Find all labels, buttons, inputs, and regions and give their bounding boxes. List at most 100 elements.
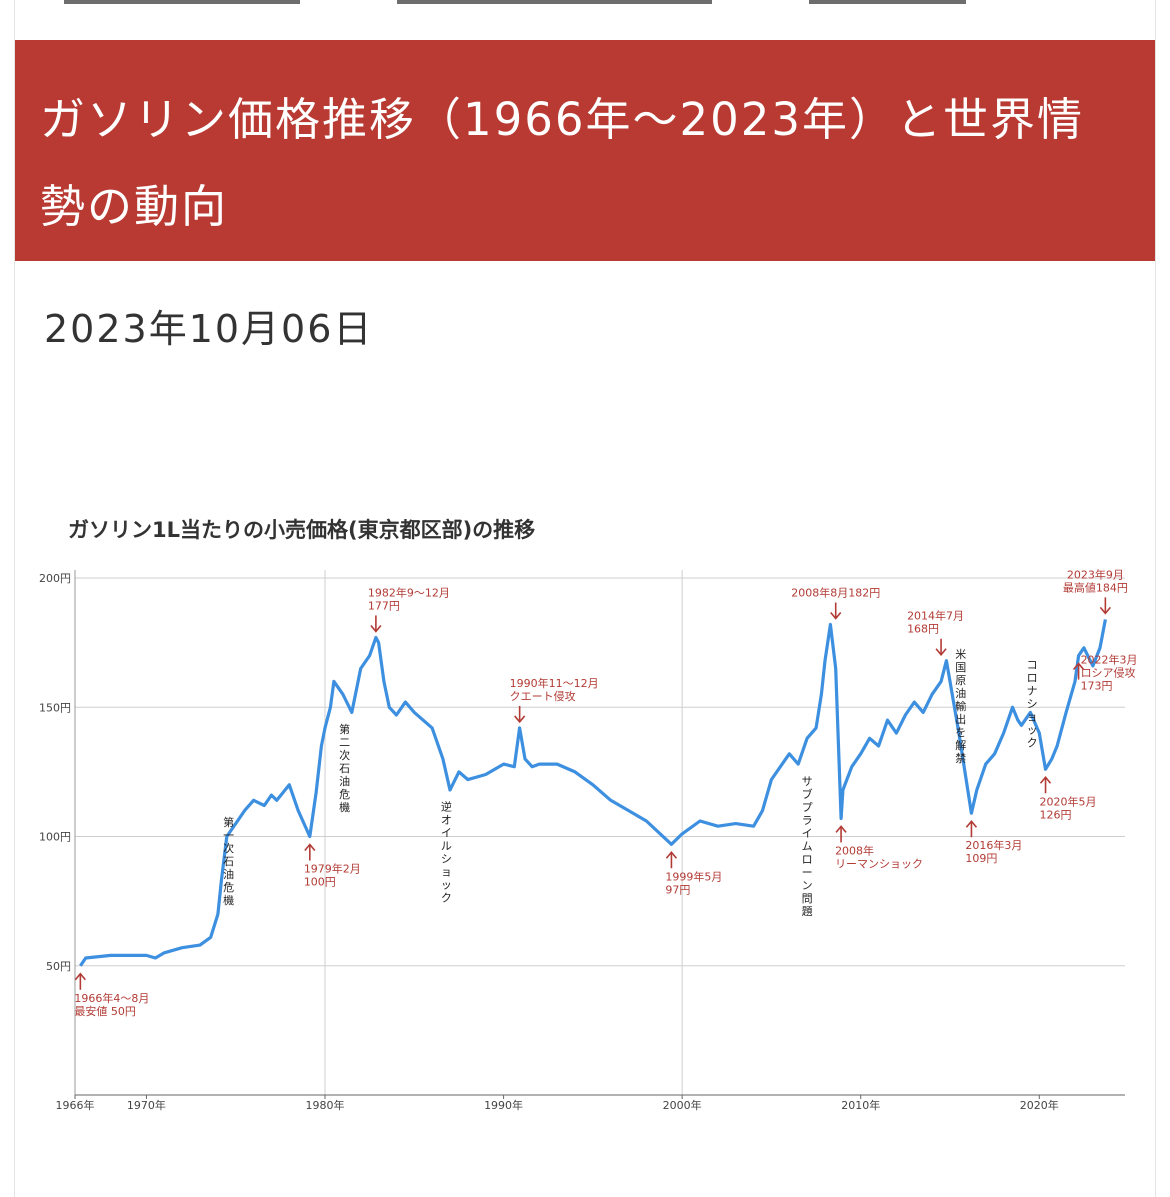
event-label-char: 逆 <box>441 800 452 814</box>
event-label-char: 次 <box>339 748 350 762</box>
annotation-label: ロシア侵攻 <box>1081 666 1136 680</box>
annotation-arrowhead <box>830 612 842 620</box>
annotation-label: 168円 <box>907 623 939 636</box>
event-label-char: コ <box>1027 658 1038 671</box>
event-label-char: シ <box>1027 697 1038 710</box>
annotation-label: 97円 <box>665 883 690 896</box>
annotation-label: 1979年2月 <box>304 862 361 876</box>
event-label-char: 一 <box>223 829 234 842</box>
annotation-label: 1982年9〜12月 <box>368 585 450 599</box>
annotation-label: 1990年11〜12月 <box>510 676 599 690</box>
event-label-char: 石 <box>223 855 234 868</box>
annotation-label: 2008年 <box>835 843 874 857</box>
event-label-char: ン <box>802 879 813 892</box>
annotation-arrowhead <box>370 624 382 633</box>
article-date: 2023年10月06日 <box>44 307 374 351</box>
event-label-char: ル <box>441 840 452 853</box>
event-label-char: ブ <box>802 787 813 801</box>
annotation-label: 1999年5月 <box>665 869 722 883</box>
event-label-char: 輸 <box>955 699 966 713</box>
event-label-char: ク <box>1027 736 1038 749</box>
event-label-char: シ <box>441 853 452 866</box>
annotation-arrowhead <box>935 648 947 656</box>
event-label-char: 国 <box>955 661 966 674</box>
article-title: ガソリン価格推移（1966年〜2023年）と世界情勢の動向 <box>40 93 1085 233</box>
annotation-label: 173円 <box>1081 680 1113 693</box>
x-tick-label: 1980年 <box>306 1098 345 1112</box>
annotation-label: 2020年5月 <box>1040 794 1097 808</box>
x-tick-label: 2000年 <box>663 1098 702 1112</box>
event-label-char: 第 <box>339 722 350 736</box>
y-tick-label: 200円 <box>39 572 71 585</box>
event-label-char: イ <box>441 827 452 840</box>
title-banner: ガソリン価格推移（1966年〜2023年）と世界情勢の動向 <box>15 40 1155 261</box>
event-label-char: 機 <box>339 800 350 814</box>
x-tick-label: 1990年 <box>484 1098 523 1112</box>
y-tick-label: 100円 <box>39 831 71 844</box>
event-label-char: 原 <box>955 674 966 687</box>
x-tick-label: 1970年 <box>127 1098 166 1112</box>
event-label-char: 禁 <box>955 752 966 765</box>
annotation-label: 100円 <box>304 876 336 889</box>
annotation-label: クエート侵攻 <box>510 689 576 703</box>
event-label-char: を <box>955 726 966 739</box>
annotation-label: 1966年4〜8月 <box>74 991 149 1005</box>
x-tick-label: 1966年 <box>56 1098 95 1112</box>
event-label-char: ッ <box>441 879 452 892</box>
event-label-char: 出 <box>955 712 966 726</box>
y-tick-label: 150円 <box>39 701 71 714</box>
event-label-char: 第 <box>223 815 234 829</box>
event-label-char: オ <box>441 814 452 827</box>
event-label-char: ッ <box>1027 723 1038 736</box>
x-tick-label: 2020年 <box>1020 1098 1059 1112</box>
event-label-char: ロ <box>802 853 813 866</box>
annotation-label: 109円 <box>965 852 997 865</box>
event-label-char: 油 <box>339 774 350 788</box>
event-label-char: ラ <box>802 814 813 827</box>
x-tick-label: 2010年 <box>841 1098 880 1112</box>
event-label-char: 危 <box>223 881 234 894</box>
event-label-char: 油 <box>223 867 234 881</box>
event-label-char: ロ <box>1027 671 1038 684</box>
event-label-char: 題 <box>802 905 813 918</box>
event-label-char: ョ <box>1027 710 1038 723</box>
content-frame <box>14 0 1156 1197</box>
nav-tab-3[interactable] <box>809 0 966 4</box>
annotation-label: 177円 <box>368 599 400 612</box>
event-label-char: 二 <box>339 736 350 749</box>
event-label-char: ナ <box>1027 684 1038 697</box>
nav-tab-1[interactable] <box>64 0 300 4</box>
event-label-char: 解 <box>955 738 966 752</box>
event-label-char: プ <box>802 801 813 814</box>
annotation-arrowhead <box>1072 662 1085 671</box>
event-label-char: 問 <box>802 892 813 905</box>
event-label-char: 次 <box>223 841 234 855</box>
annotation-arrowhead <box>665 851 678 859</box>
annotation-arrowhead <box>965 819 978 828</box>
chart-title: ガソリン1L当たりの小売価格(東京都区部)の推移 <box>68 518 536 542</box>
nav-tab-2[interactable] <box>397 0 712 4</box>
event-label-char: サ <box>802 775 813 788</box>
annotation-arrowhead <box>1039 776 1052 784</box>
annotation-label: 2008年8月182円 <box>791 586 880 600</box>
annotation-label: 2014年7月 <box>907 609 964 623</box>
annotation-arrowhead <box>1099 606 1111 615</box>
annotation-arrowhead <box>304 843 316 852</box>
annotation-label: 最安値 50円 <box>74 1004 136 1018</box>
event-label-char: ー <box>802 866 813 879</box>
annotation-label: リーマンショック <box>835 857 923 870</box>
event-label-char: ム <box>802 840 813 853</box>
price-line <box>79 619 1107 967</box>
annotation-label: 126円 <box>1040 808 1072 821</box>
event-label-char: イ <box>802 827 813 840</box>
gasoline-price-chart: 200円 150円 100円 50円 1966年 1970年 1980年 1990年 2000年… <box>39 567 1138 1112</box>
event-label-char: 油 <box>955 686 966 700</box>
event-label-char: ョ <box>441 866 452 879</box>
event-label-char: 石 <box>339 762 350 775</box>
annotation-label: 2022年3月 <box>1081 653 1138 667</box>
annotation-label: 2016年3月 <box>965 838 1022 852</box>
event-label-char: ク <box>441 892 452 905</box>
annotation-label: 最高値184円 <box>1063 580 1128 594</box>
y-tick-label: 50円 <box>46 960 71 973</box>
annotation-arrowhead <box>835 825 847 833</box>
